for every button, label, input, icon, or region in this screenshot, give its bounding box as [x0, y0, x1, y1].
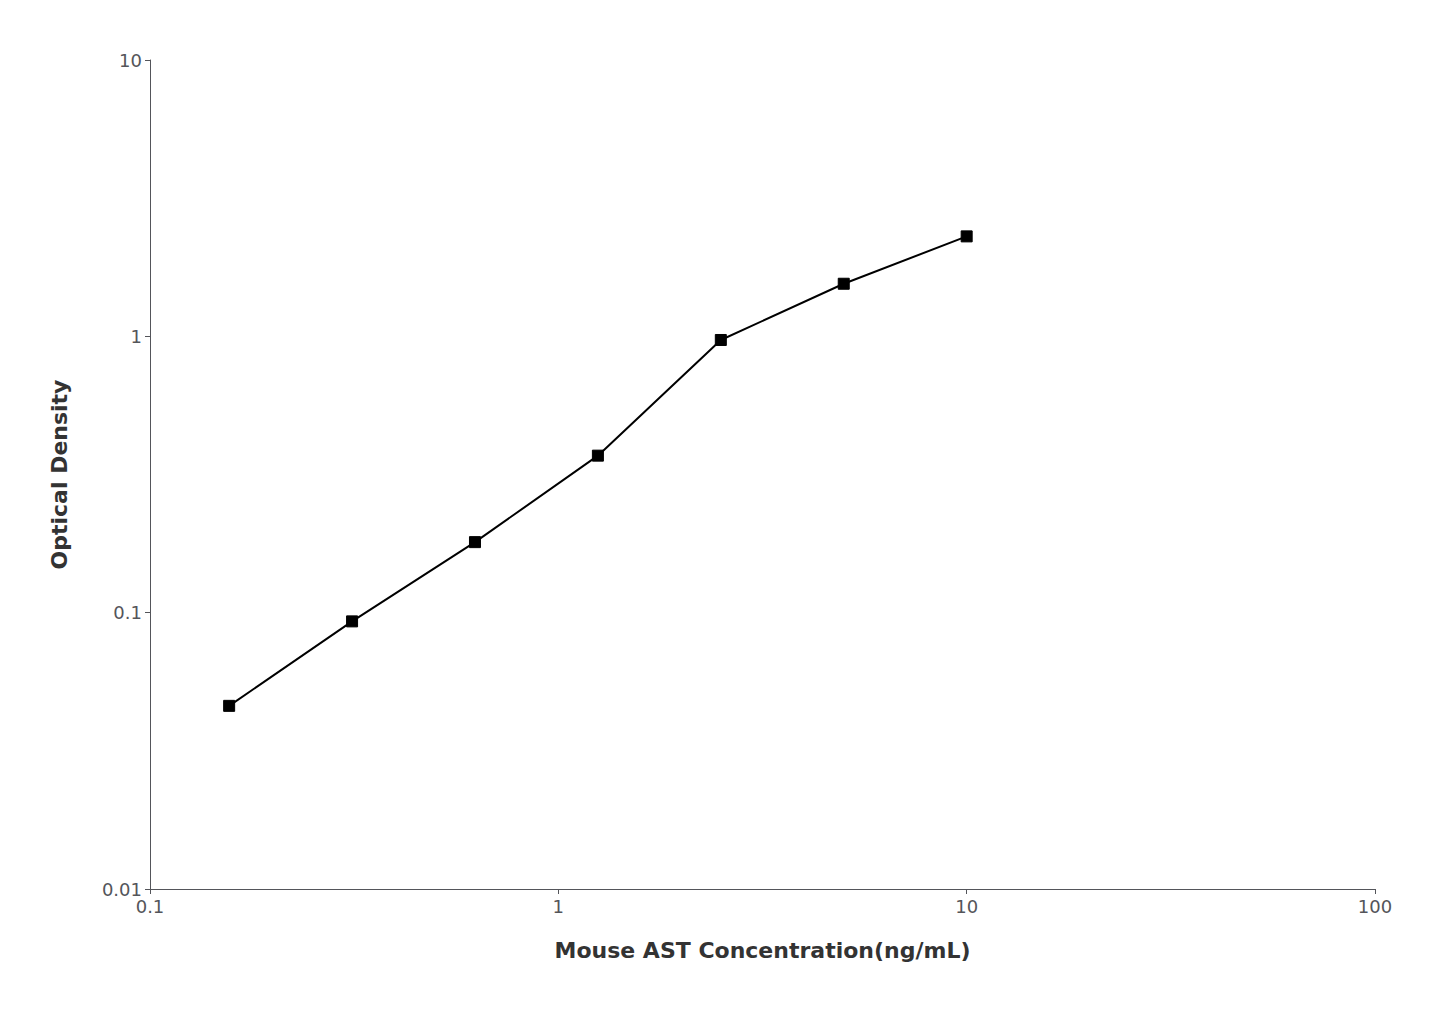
svg-text:100: 100 [1358, 896, 1392, 917]
svg-text:10: 10 [119, 50, 142, 71]
svg-text:0.1: 0.1 [113, 602, 142, 623]
svg-text:0.1: 0.1 [136, 896, 165, 917]
svg-text:Optical Density: Optical Density [47, 380, 72, 570]
svg-text:10: 10 [955, 896, 978, 917]
svg-text:1: 1 [553, 896, 564, 917]
svg-text:Mouse AST Concentration(ng/mL): Mouse AST Concentration(ng/mL) [555, 938, 971, 963]
svg-text:0.01: 0.01 [101, 878, 142, 900]
svg-text:1: 1 [131, 326, 142, 347]
